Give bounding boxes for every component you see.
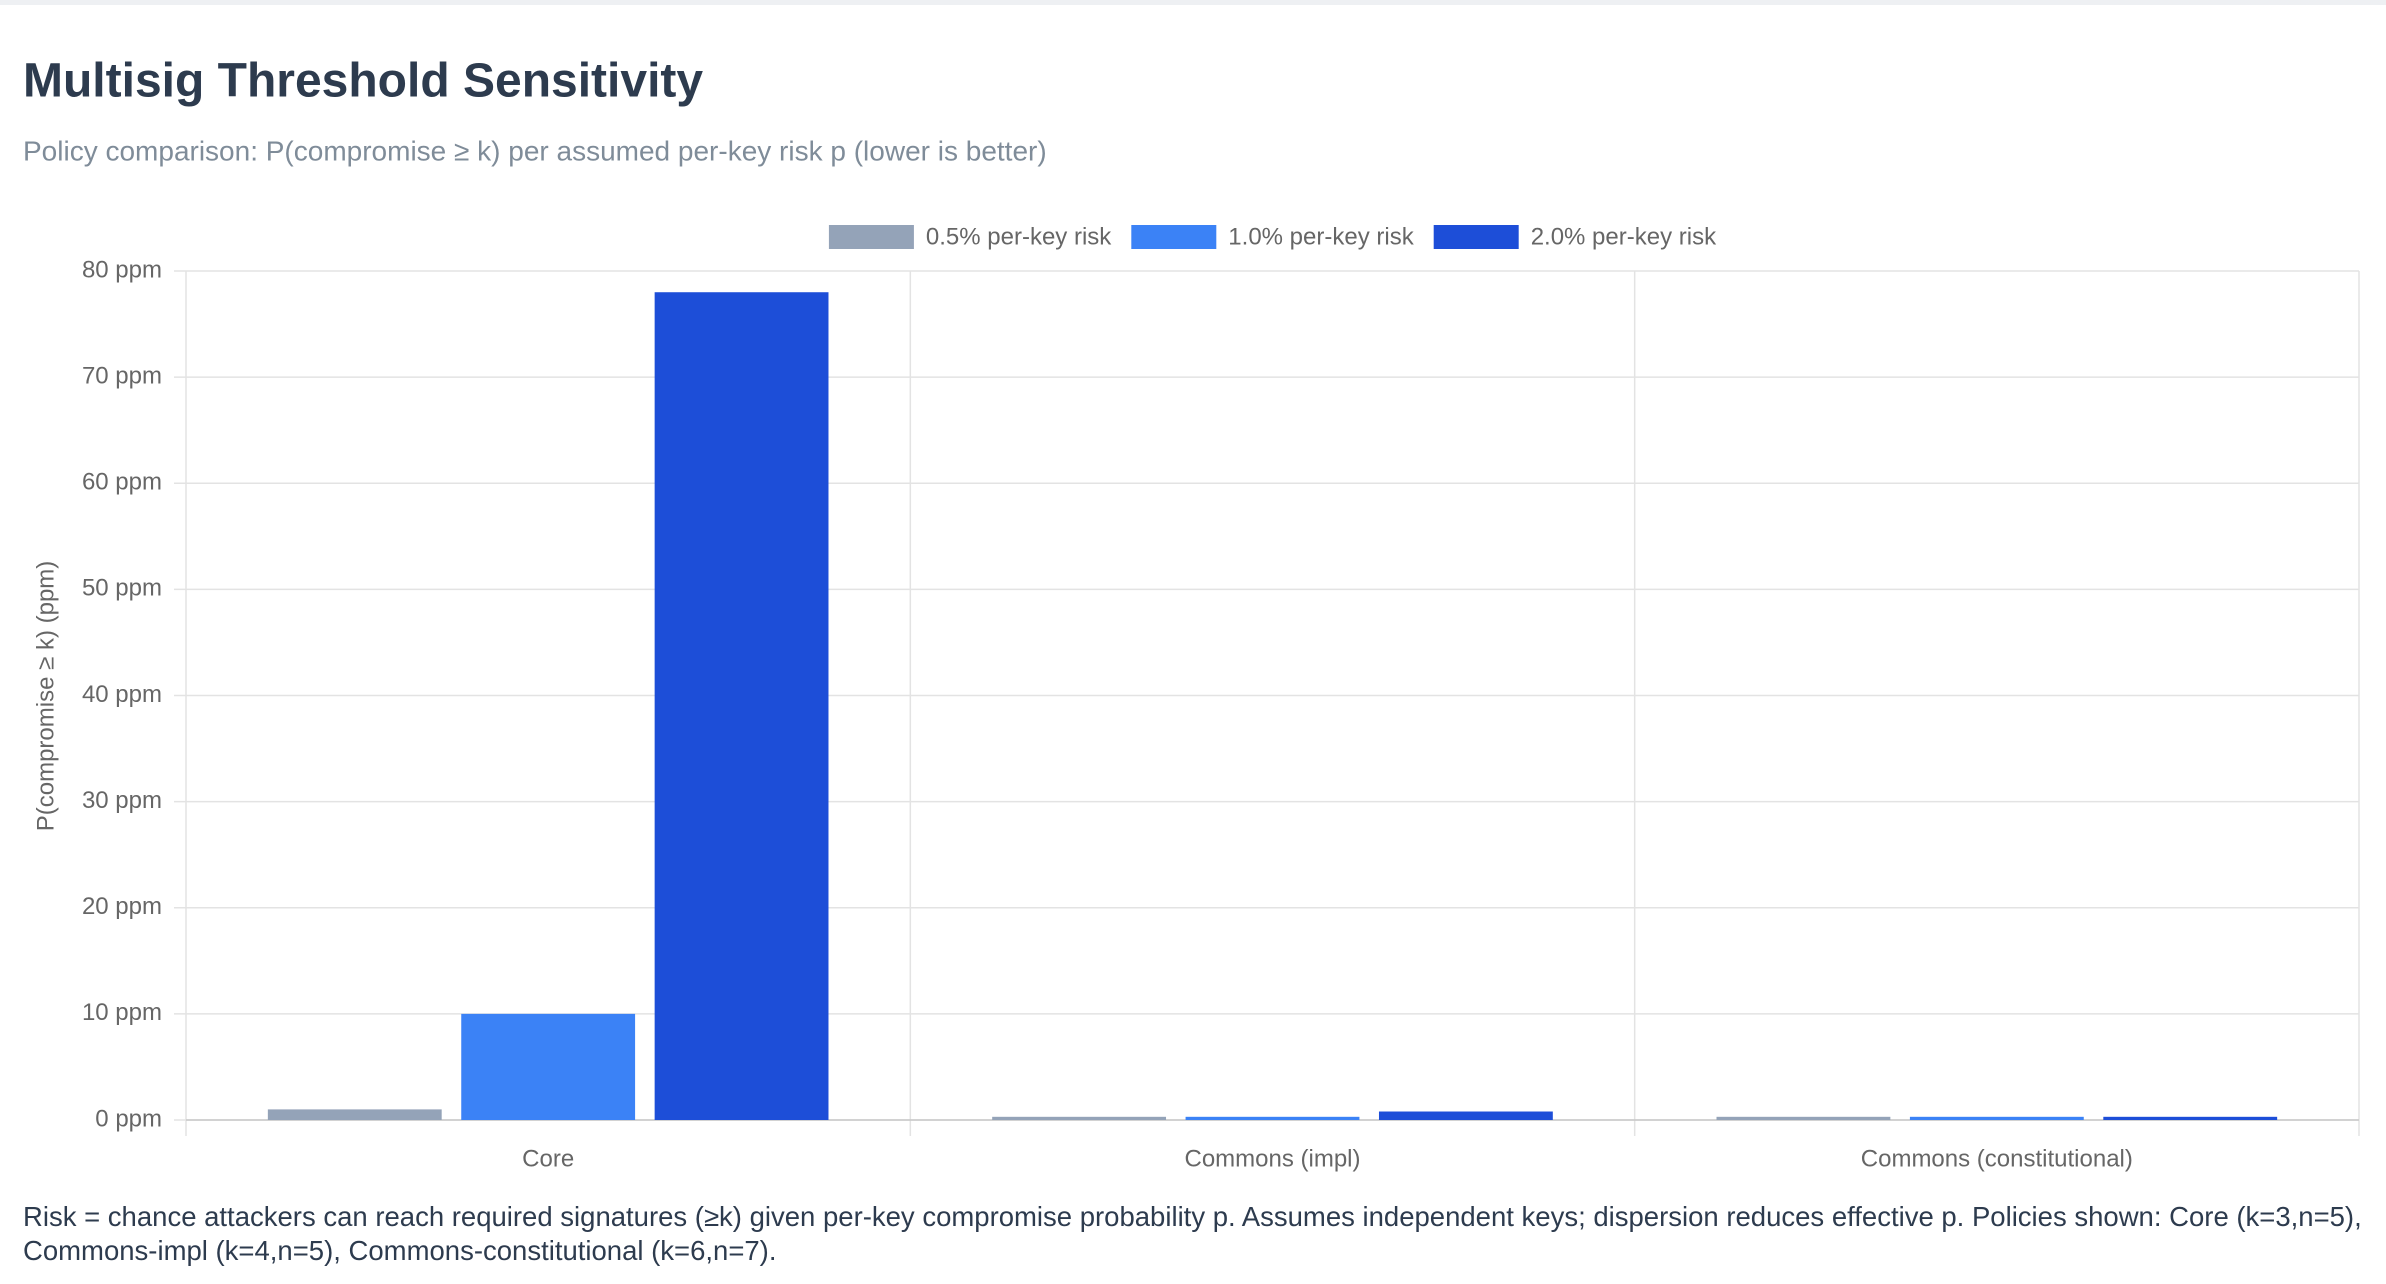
chart: Multisig Threshold Sensitivity Policy co… bbox=[23, 55, 2360, 1172]
y-tick-label: 60 ppm bbox=[82, 469, 162, 496]
bar bbox=[992, 1116, 1167, 1120]
footnote: Risk = chance attackers can reach requir… bbox=[23, 1201, 2362, 1266]
y-tick-label: 70 ppm bbox=[82, 362, 162, 389]
bar bbox=[2103, 1116, 2278, 1120]
y-tick-label: 50 ppm bbox=[82, 575, 162, 602]
legend-label: 1.0% per-key risk bbox=[1228, 223, 1414, 250]
bar bbox=[654, 292, 829, 1121]
y-axis-title: P(compromise ≥ k) (ppm) bbox=[32, 561, 59, 832]
y-tick-label: 30 ppm bbox=[82, 787, 162, 814]
bar bbox=[1716, 1116, 1891, 1120]
top-bar bbox=[0, 0, 2386, 5]
legend-swatch bbox=[1433, 225, 1519, 249]
y-tick-label: 80 ppm bbox=[82, 256, 162, 283]
y-tick-label: 40 ppm bbox=[82, 681, 162, 708]
x-tick-label: Core bbox=[522, 1145, 574, 1172]
bar bbox=[461, 1013, 636, 1120]
x-tick-label: Commons (constitutional) bbox=[1861, 1145, 2133, 1172]
y-tick-label: 10 ppm bbox=[82, 999, 162, 1026]
legend-swatch bbox=[828, 225, 914, 249]
legend-label: 0.5% per-key risk bbox=[926, 223, 1112, 250]
chart-title: Multisig Threshold Sensitivity bbox=[23, 55, 703, 108]
legend-swatch bbox=[1131, 225, 1217, 249]
bar bbox=[1185, 1116, 1360, 1120]
y-tick-label: 20 ppm bbox=[82, 893, 162, 920]
y-tick-label: 0 ppm bbox=[95, 1105, 162, 1132]
bar bbox=[1378, 1111, 1553, 1120]
legend-label: 2.0% per-key risk bbox=[1531, 223, 1717, 250]
x-tick-label: Commons (impl) bbox=[1184, 1145, 1360, 1172]
bar bbox=[267, 1109, 442, 1120]
bar bbox=[1909, 1116, 2084, 1120]
chart-subtitle: Policy comparison: P(compromise ≥ k) per… bbox=[23, 135, 1047, 166]
